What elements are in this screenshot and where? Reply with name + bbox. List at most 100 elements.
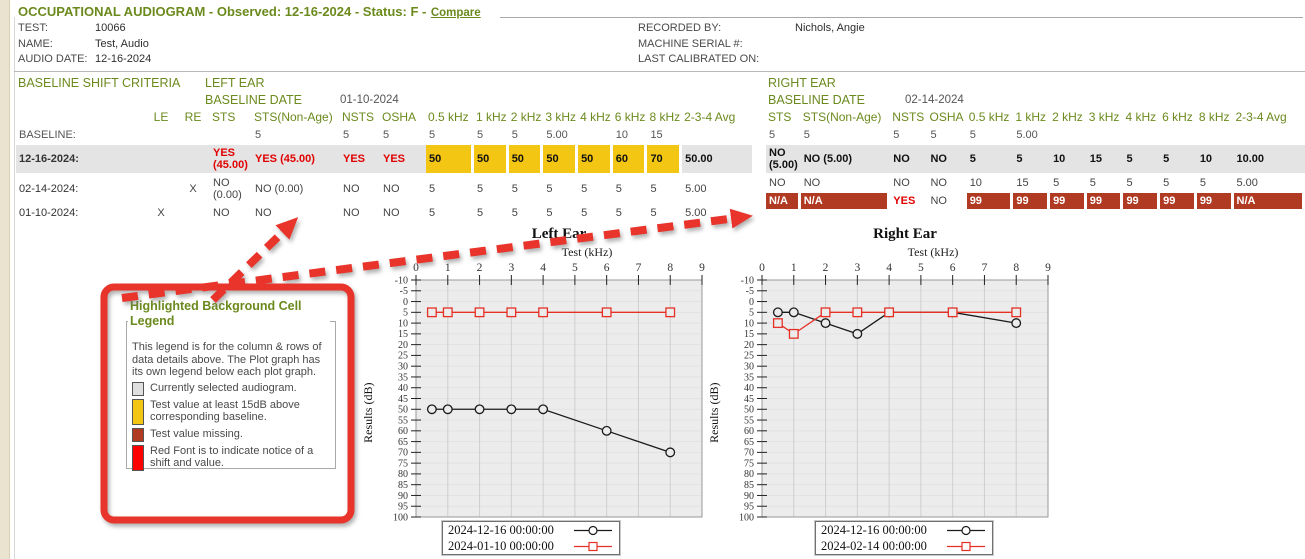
value-cell: NO [930,177,947,189]
svg-text:6: 6 [604,262,610,274]
cell-legend-title: Highlighted Background Cell Legend [128,299,330,329]
table-row: 01-10-2024: X NO NO NO NO 5 5 5 5 5 5 5 5.00 [16,205,752,221]
svg-text:20: 20 [398,340,408,351]
left-baseline-date: 01-10-2024 [340,94,399,106]
svg-text:75: 75 [398,458,408,469]
value-cell: 5 [343,129,350,141]
value-cell: NO [769,177,786,189]
value-cell: 10 [1196,145,1234,173]
value-cell: 5 [477,183,484,195]
value-cell: NO [255,207,272,219]
svg-text:50: 50 [398,405,408,416]
column-header: STS(Non-Age) [802,109,882,124]
plot-legend-label: 2024-12-16 00:00:00 [821,522,927,537]
svg-text:45: 45 [398,394,408,405]
value-cell: YES [893,195,916,207]
svg-text:40: 40 [744,383,754,394]
value-cell: NO (5.00) [766,145,801,173]
svg-text:100: 100 [739,512,754,522]
value-cell [1123,127,1160,143]
selected-swatch [132,381,144,396]
svg-text:70: 70 [744,448,754,459]
svg-text:-10: -10 [395,275,408,286]
value-cell: 70 [647,145,683,173]
column-header: OSHA [929,109,964,124]
svg-text:90: 90 [398,491,408,502]
page-title: OCCUPATIONAL AUDIOGRAM - Observed: 12-16… [18,3,481,21]
column-header: 2 kHz [510,109,542,124]
value-cell: 15 [1016,177,1029,189]
value-cell: 5 [803,129,810,141]
re-cell [176,127,210,143]
test-number-row: TEST: 10066 [18,21,151,37]
svg-text:45: 45 [744,394,754,405]
svg-text:85: 85 [398,480,408,491]
value-cell: N/A [766,193,801,209]
value-cell [1160,127,1197,143]
table-row: 12-16-2024: YES (45.00) YES (45.00) YES YES 5… [16,145,753,173]
svg-text:5: 5 [403,308,408,319]
svg-text:90: 90 [744,491,754,502]
column-header: 8 kHz [1198,109,1230,124]
value-cell: NO [343,183,360,195]
right-ear-chart: Right Ear Test (kHz) 0 1 2 3 4 5 6 7 8 9 -10 -5 0 5 10 15… [702,222,1054,558]
column-header: LE [153,109,169,124]
column-header: RE [184,109,202,124]
value-cell: YES [340,145,380,173]
value-cell: 5 [429,129,436,141]
value-cell: 50 [508,145,544,173]
plot-legend-entry: 2024-02-14 00:00:00 [816,538,992,554]
value-cell: 5.00 [1236,177,1258,189]
audiogram-date-row-label[interactable]: 12-16-2024: [16,145,146,173]
svg-text:25: 25 [398,351,408,362]
audiogram-date-row-label[interactable]: 02-14-2024: [19,183,79,195]
value-cell [682,127,752,143]
table-row: 5 5 5 5 5 5.00 [766,127,1305,143]
value-cell: 50 [543,145,579,173]
svg-text:15: 15 [398,329,408,340]
column-header: 0.5 kHz [428,109,469,124]
column-header: 6 kHz [1162,109,1193,124]
value-cell [578,127,613,143]
compare-link[interactable]: Compare [430,7,481,19]
value-cell: NO [213,207,230,219]
audio-date-value: 12-16-2024 [95,53,152,65]
right-baseline-date-label: BASELINE DATE [768,93,866,107]
plot-legend-entry: 2024-12-16 00:00:00 [816,522,992,538]
value-cell: 5 [969,129,976,141]
svg-text:0: 0 [413,262,419,274]
legend-item-selected: Currently selected audiogram. [132,381,330,396]
left-ear-criteria-table: LE RE STS STS(Non-Age) NSTS OSHA 0.5 kHz 1 kHz 2… [16,106,753,223]
value-cell: 5.00 [546,129,568,141]
name-value: Test, Audio [95,37,149,50]
value-cell: NO [343,207,360,219]
audiogram-date-row-label[interactable]: BASELINE: [19,129,76,141]
right-baseline-date: 02-14-2024 [905,94,964,106]
column-header: NSTS [342,109,375,124]
column-header: 3 kHz [545,109,577,124]
svg-text:6: 6 [950,262,956,274]
plot-legend: 2024-12-16 00:00:00 2024-02-14 00:00:00 [814,520,994,556]
column-header: 2-3-4 Avg [684,109,736,124]
table-row: NO NO NO NO 10 15 5 5 5 5 5 5.00 [766,175,1305,191]
value-cell [1087,127,1124,143]
table-row: NO (5.00) NO (5.00) NO NO 5 5 10 15 5 5 10 10.00 [766,145,1305,173]
column-header: 2-3-4 Avg [1235,109,1287,124]
left-margin-strip [0,0,10,559]
svg-text:35: 35 [398,372,408,383]
right-ear-title: RIGHT EAR [768,76,836,90]
legend-item-above-baseline: Test value at least 15dB above correspon… [132,398,330,425]
table-row: N/A N/A YES NO 99 99 99 99 99 99 99 N/A [766,193,1305,209]
le-cell [146,145,176,173]
svg-text:85: 85 [744,480,754,491]
value-cell: 50.00 [682,145,753,173]
svg-text:Results (dB): Results (dB) [707,383,721,443]
plot-legend-label: 2024-01-10 00:00:00 [448,538,554,553]
svg-text:30: 30 [744,361,754,372]
svg-text:-5: -5 [400,286,408,297]
svg-text:3: 3 [854,262,860,274]
value-cell: 5 [546,183,553,195]
value-cell: 50 [426,145,474,173]
audiogram-date-row-label[interactable]: 01-10-2024: [19,207,79,219]
